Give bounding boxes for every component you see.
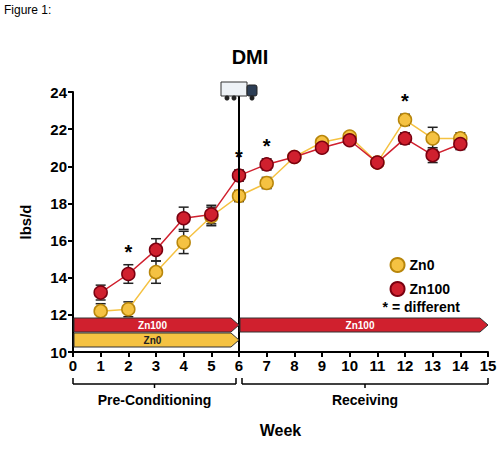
svg-text:* = different: * = different bbox=[383, 299, 461, 315]
svg-text:*: * bbox=[235, 146, 243, 168]
svg-text:22: 22 bbox=[50, 121, 67, 138]
svg-text:Zn0: Zn0 bbox=[144, 335, 162, 346]
svg-text:12: 12 bbox=[397, 357, 414, 374]
svg-text:0: 0 bbox=[69, 357, 77, 374]
svg-text:4: 4 bbox=[179, 357, 188, 374]
svg-text:*: * bbox=[124, 241, 132, 263]
svg-text:9: 9 bbox=[318, 357, 326, 374]
svg-text:14: 14 bbox=[452, 357, 469, 374]
svg-text:Zn100: Zn100 bbox=[138, 320, 167, 331]
svg-text:1: 1 bbox=[96, 357, 104, 374]
svg-text:Zn100: Zn100 bbox=[346, 320, 375, 331]
svg-text:Figure 1:: Figure 1: bbox=[4, 3, 51, 17]
svg-text:Zn100: Zn100 bbox=[410, 281, 451, 297]
svg-text:20: 20 bbox=[50, 158, 67, 175]
svg-text:DMI: DMI bbox=[232, 46, 269, 68]
svg-text:Week: Week bbox=[260, 422, 302, 439]
svg-text:10: 10 bbox=[341, 357, 358, 374]
svg-text:*: * bbox=[263, 135, 271, 157]
svg-text:16: 16 bbox=[50, 232, 67, 249]
svg-text:12: 12 bbox=[50, 306, 67, 323]
svg-text:11: 11 bbox=[369, 357, 385, 374]
svg-text:8: 8 bbox=[290, 357, 298, 374]
svg-text:7: 7 bbox=[262, 357, 270, 374]
svg-text:lbs/d: lbs/d bbox=[17, 204, 34, 239]
svg-text:15: 15 bbox=[480, 357, 497, 374]
svg-text:6: 6 bbox=[235, 357, 243, 374]
svg-text:14: 14 bbox=[50, 269, 67, 286]
svg-text:3: 3 bbox=[152, 357, 160, 374]
svg-text:13: 13 bbox=[424, 357, 441, 374]
svg-text:*: * bbox=[401, 90, 409, 112]
svg-text:Receiving: Receiving bbox=[332, 392, 398, 408]
svg-text:24: 24 bbox=[50, 84, 67, 101]
svg-text:10: 10 bbox=[50, 344, 67, 361]
svg-text:5: 5 bbox=[207, 357, 215, 374]
svg-text:2: 2 bbox=[124, 357, 132, 374]
svg-text:18: 18 bbox=[50, 195, 67, 212]
svg-text:Zn0: Zn0 bbox=[410, 257, 435, 273]
svg-text:Pre-Conditioning: Pre-Conditioning bbox=[98, 392, 212, 408]
